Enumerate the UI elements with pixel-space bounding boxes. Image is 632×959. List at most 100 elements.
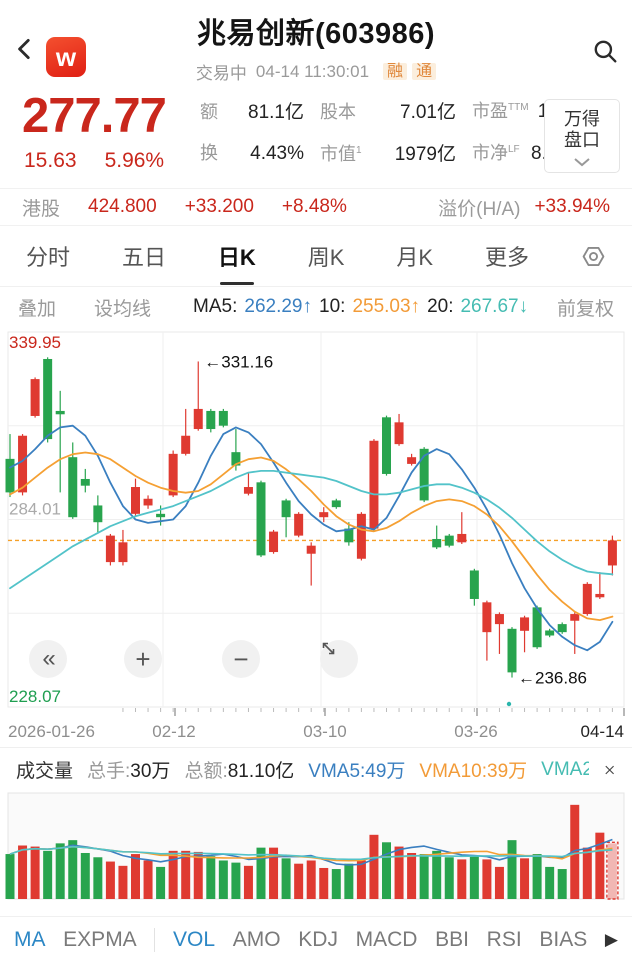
search-icon[interactable]: [592, 38, 618, 64]
hk-premium: +33.94%: [534, 196, 610, 217]
x-axis-labels: 2026-01-26 02-12 03-10 03-26 04-14: [0, 717, 632, 747]
period-tab-更多[interactable]: 更多: [484, 245, 529, 270]
indicator-tab-rsi[interactable]: RSI: [486, 928, 522, 951]
chart-zoom-out-button[interactable]: −: [222, 640, 260, 678]
x-label-4: 04-14: [580, 722, 624, 741]
hk-label: 港股: [22, 198, 61, 220]
period-tab-bar: 分时 五日 日K 周K 月K 更多: [0, 226, 632, 287]
svg-text:339.95: 339.95: [9, 333, 61, 352]
wind-logo[interactable]: w: [46, 37, 86, 77]
period-tab-日K[interactable]: 日K: [218, 240, 256, 285]
stat-value: 4.43%: [250, 143, 304, 164]
indicator-tab-kdj[interactable]: KDJ: [298, 928, 338, 951]
ma-readout-bar: 叠加 设均线 MA5: 262.29↑ 10: 255.03↑ 20: 267.67↓…: [0, 287, 632, 327]
stat-label: 股本: [320, 102, 356, 122]
volume-chart[interactable]: [0, 791, 632, 911]
lots-label: 总手:: [87, 761, 131, 782]
stat-label: 市净LF: [472, 143, 520, 163]
margin-badges: 融通: [378, 61, 437, 83]
candlestick-chart[interactable]: 339.95 284.01 228.07 ←331.16 ←236.86 « + −: [0, 327, 632, 717]
price-change: 15.63: [24, 149, 77, 172]
stat-换: 换 4.43%: [200, 139, 304, 166]
period-tab-分时[interactable]: 分时: [26, 245, 71, 270]
indicator-tab-macd[interactable]: MACD: [355, 928, 418, 951]
svg-text:228.07: 228.07: [9, 687, 61, 706]
volume-header: 成交量 总手:30万 总额:81.10亿 VMA5:49万 VMA10:39万 …: [0, 747, 632, 791]
x-label-1: 02-12: [152, 722, 196, 741]
period-tab-月K[interactable]: 月K: [396, 245, 434, 270]
vma5-value: VMA5:49万: [308, 761, 406, 782]
settings-icon[interactable]: [581, 244, 606, 269]
stat-股本: 股本 7.01亿: [320, 97, 456, 124]
chart-rewind-button[interactable]: «: [29, 640, 67, 678]
overlay-button[interactable]: 叠加: [18, 298, 57, 320]
indicator-tab-vol[interactable]: VOL: [173, 928, 216, 951]
chevron-down-icon: [574, 158, 590, 167]
x-label-3: 03-26: [454, 722, 498, 741]
ma10-label: 10:: [319, 296, 346, 317]
indicator-tab-bar: MA EXPMA VOL AMO KDJ MACD BBI RSI BIAS ▶: [0, 916, 632, 959]
back-icon[interactable]: [12, 36, 38, 62]
set-ma-button[interactable]: 设均线: [94, 298, 152, 320]
header: w 兆易创新(603986) 交易中 04-14 11:30:01 融通: [0, 0, 632, 92]
ma5-value: 262.29↑: [244, 296, 313, 317]
wind-panel-line1: 万得: [564, 109, 600, 129]
amount-label: 总额:: [184, 761, 228, 782]
chart-zoom-in-button[interactable]: +: [124, 640, 162, 678]
indicator-tab-ma[interactable]: MA: [14, 928, 46, 951]
margin-badge: 融: [383, 62, 408, 80]
wind-logo-letter: w: [55, 41, 77, 72]
vma10-value: VMA10:39万: [419, 761, 528, 782]
quote-stats: 额81.1亿股本7.01亿市盈TTM118换4.43%市值11979亿市净LF8…: [200, 97, 568, 166]
expand-icon: [322, 642, 335, 655]
vma20-value: VMA20:3: [541, 758, 589, 780]
adjust-mode-button[interactable]: 前复权: [556, 298, 614, 320]
price-change-pct: 5.96%: [104, 149, 165, 172]
trading-status: 交易中: [195, 64, 247, 83]
hk-premium-label: 溢价(H/A): [438, 198, 521, 220]
svg-text:284.01: 284.01: [9, 500, 61, 519]
stat-value: 1979亿: [394, 144, 456, 165]
stat-市值: 市值1 1979亿: [320, 139, 456, 166]
indicator-tab-bias[interactable]: BIAS: [539, 928, 588, 951]
hk-quote-row: 港股 424.800 +33.200 +8.48% 溢价(H/A) +33.94…: [0, 188, 632, 226]
svg-text:←331.16: ←331.16: [204, 352, 273, 371]
wind-panel-line2: 盘口: [564, 130, 600, 150]
stat-label: 市值1: [320, 144, 362, 164]
stat-label: 额: [200, 102, 218, 122]
svg-text:←236.86: ←236.86: [518, 669, 587, 688]
amount-value: 81.10亿: [227, 761, 295, 782]
ma20-label: 20:: [427, 296, 454, 317]
quote-panel: 277.77 15.63 5.96% 额81.1亿股本7.01亿市盈TTM118…: [0, 89, 632, 188]
lots-value: 30万: [130, 761, 171, 782]
chart-expand-button[interactable]: [320, 640, 358, 678]
stat-额: 额 81.1亿: [200, 97, 304, 124]
page-title: 兆易创新(603986): [196, 18, 436, 50]
stat-value: 81.1亿: [248, 102, 304, 123]
quote-datetime: 04-14 11:30:01: [255, 61, 370, 81]
last-price: 277.77: [22, 89, 167, 143]
period-tab-周K[interactable]: 周K: [307, 245, 345, 270]
hk-price: 424.800: [88, 196, 157, 217]
ma10-value: 255.03↑: [352, 296, 421, 317]
close-icon[interactable]: [603, 759, 616, 781]
stat-label: 换: [200, 143, 218, 163]
x-label-2: 03-10: [303, 722, 347, 741]
stat-label: 市盈TTM: [472, 101, 529, 121]
ma20-value: 267.67↓: [460, 296, 529, 317]
volume-title: 成交量: [16, 761, 74, 782]
margin-badge: 通: [412, 62, 437, 80]
hk-change-pct: +8.48%: [281, 196, 347, 217]
ma5-label: MA5:: [193, 296, 238, 317]
indicator-tab-bbi[interactable]: BBI: [435, 928, 469, 951]
period-tab-五日[interactable]: 五日: [121, 245, 166, 270]
kchart-canvas[interactable]: 339.95 284.01 228.07 ←331.16 ←236.86: [0, 327, 632, 717]
indicator-tab-amo[interactable]: AMO: [232, 928, 281, 951]
indicator-tab-expma[interactable]: EXPMA: [63, 928, 137, 951]
x-label-0: 2026-01-26: [8, 722, 95, 741]
more-indicators-icon[interactable]: ▶: [604, 930, 618, 949]
hk-change: +33.200: [184, 196, 254, 217]
tab-divider: [154, 928, 156, 952]
wind-order-book-button[interactable]: 万得 盘口: [544, 99, 620, 173]
